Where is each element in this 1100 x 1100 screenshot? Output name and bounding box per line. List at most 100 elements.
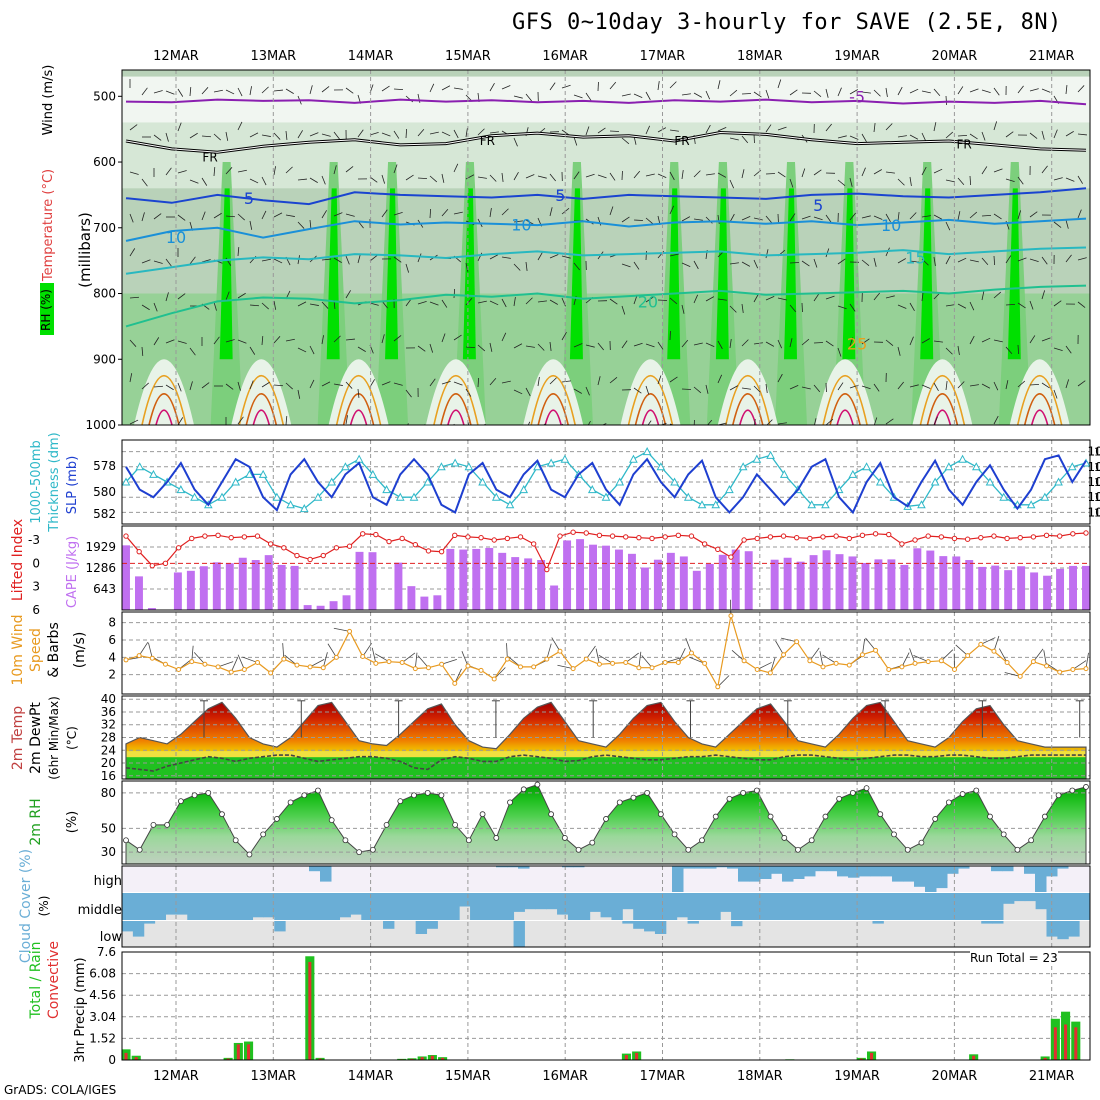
cloud-high-cell — [309, 866, 321, 872]
wind-barb — [781, 637, 797, 643]
cloud-middle-cell — [1024, 893, 1037, 902]
wind-barb — [441, 173, 445, 183]
cloud-middle-cell — [252, 893, 264, 918]
wind-speed-point — [215, 664, 221, 670]
wind-barb — [513, 343, 523, 349]
wind-barb — [921, 215, 931, 218]
cloud-high-cell — [903, 866, 915, 882]
thickness-point — [629, 454, 638, 463]
wind-barb — [669, 205, 675, 215]
y-tick-label: 582 — [93, 507, 116, 521]
wind-barb — [297, 389, 301, 399]
y-tick-label: 16 — [101, 769, 116, 783]
thickness-point — [766, 450, 775, 459]
wind-barb — [141, 87, 148, 96]
rh-point — [657, 811, 664, 818]
lifted-index-point — [202, 533, 208, 539]
y-tick-label: 0 — [108, 1053, 116, 1067]
cloud-middle-cell — [143, 893, 156, 920]
wind-barb — [705, 173, 715, 176]
date-label: 17MAR — [640, 1069, 686, 1084]
wind-barb — [525, 93, 532, 102]
wind-speed-point — [1070, 666, 1076, 672]
wind-barb — [1005, 255, 1012, 264]
wind-barb — [465, 174, 475, 180]
wind-barb — [401, 652, 416, 663]
axis-label: (%) — [37, 896, 51, 917]
wind-barb — [282, 643, 285, 660]
wind-barb — [297, 130, 303, 139]
lifted-index-point — [570, 529, 576, 535]
cloud-low-cell — [872, 921, 884, 924]
wind-barb — [814, 418, 817, 425]
wind-barb — [546, 643, 552, 660]
wind-barb — [669, 423, 675, 425]
cloud-middle-cell — [306, 893, 319, 920]
thickness-point — [217, 492, 227, 501]
axis-label: Total / Rain — [28, 941, 44, 1019]
wind-barb — [1053, 300, 1062, 307]
wind-barb — [897, 212, 900, 222]
wind-barb — [477, 377, 480, 388]
thickness-point — [601, 492, 611, 501]
wind-barb — [681, 262, 691, 268]
wind-barb — [729, 137, 739, 141]
wind-barb — [849, 89, 858, 95]
thickness-point — [848, 469, 858, 478]
cape-bar — [225, 563, 234, 610]
cloud-middle-cell — [948, 893, 960, 920]
wind-barb — [669, 81, 677, 89]
y-tick-label: 700 — [93, 221, 116, 235]
wind-barb — [729, 305, 737, 313]
wind-barb — [1042, 424, 1043, 425]
wind-barb — [138, 641, 149, 656]
wind-barb — [717, 298, 727, 301]
wind-barb — [825, 214, 832, 223]
cloud-high-cell — [683, 866, 695, 869]
cloud-low-cell — [622, 921, 634, 924]
wind-barb — [969, 175, 972, 186]
wind-barb — [862, 638, 866, 655]
wind-barb — [381, 381, 391, 386]
cape-bar — [796, 561, 805, 610]
wind-barb — [981, 166, 988, 175]
wind-barb — [597, 376, 601, 386]
wind-speed-point — [649, 665, 655, 671]
wind-barb — [813, 293, 820, 302]
wind-barb — [345, 166, 354, 173]
wind-barb — [321, 301, 329, 309]
wind-barb — [741, 387, 751, 390]
y-tick-label: 1004 — [1087, 505, 1100, 519]
wind-barb — [309, 303, 319, 306]
contour-label: 15 — [905, 248, 925, 267]
cloud-middle-cell — [959, 893, 971, 920]
cape-bar — [615, 549, 623, 610]
rh-point — [1083, 784, 1089, 790]
wind-barb — [777, 171, 786, 178]
rh-legend-swatch — [40, 283, 54, 335]
cloud-middle-cell — [807, 893, 819, 920]
y-tick-label: 4 — [108, 650, 116, 664]
wind-barb — [357, 346, 366, 352]
precip-convective-bar — [420, 1057, 424, 1060]
cape-bar — [524, 558, 533, 610]
wind-barb — [801, 386, 811, 390]
rh-point — [726, 795, 733, 802]
wind-barb — [501, 208, 509, 216]
cloud-high-cell — [496, 866, 508, 868]
wind-barb — [177, 170, 187, 174]
wind-barb — [1005, 303, 1016, 306]
wind-barb — [601, 423, 607, 425]
wind-barb — [285, 382, 293, 390]
wind-barb — [969, 133, 978, 140]
wind-barb — [981, 337, 991, 343]
cloud-middle-cell — [731, 893, 743, 920]
wind-barb — [993, 291, 1002, 299]
temp-contour-25 — [919, 375, 966, 425]
cloud-low-cell — [143, 921, 156, 924]
wind-speed-point — [702, 660, 708, 666]
rh-point — [616, 799, 623, 806]
wind-barb — [645, 125, 651, 135]
wind-barb — [873, 169, 882, 175]
y-tick-label: 24 — [101, 743, 116, 757]
